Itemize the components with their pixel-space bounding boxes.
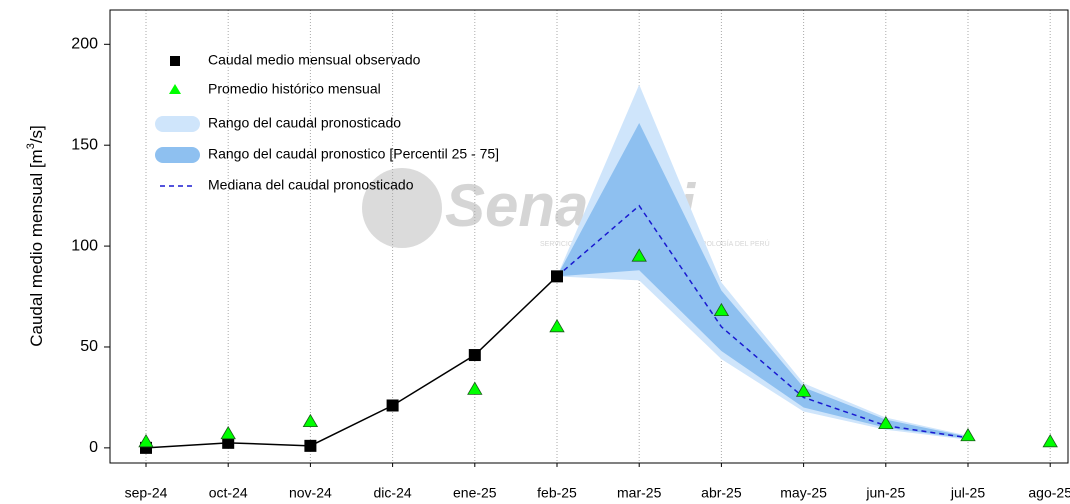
x-tick-label: ene-25 (453, 485, 497, 501)
historical-point (631, 248, 647, 262)
historical-point (713, 302, 730, 317)
legend-label: Caudal medio mensual observado (208, 52, 421, 68)
observed-point (468, 349, 481, 362)
x-tick-label: oct-24 (209, 485, 248, 501)
y-tick-label: 100 (71, 237, 98, 254)
legend-label: Rango del caudal pronosticado (208, 115, 401, 131)
watermark-logo (362, 168, 442, 248)
y-axis-label-sup: 3 (25, 143, 37, 149)
y-tick-label: 50 (80, 338, 98, 355)
y-tick-label: 150 (71, 136, 98, 153)
y-axis-label-text: Caudal medio mensual [m (27, 149, 46, 346)
historical-point (138, 434, 154, 448)
x-tick-label: dic-24 (374, 485, 412, 501)
historical-point (878, 415, 894, 430)
observed-line (145, 275, 558, 449)
observed-point (304, 439, 317, 452)
x-tick-label: jul-25 (950, 485, 985, 501)
x-tick-label: feb-25 (537, 485, 577, 501)
legend-swatch (155, 147, 200, 163)
y-tick-label: 0 (89, 439, 98, 456)
observed-point (551, 270, 563, 283)
median-line (556, 204, 969, 439)
plot-frame (109, 9, 1069, 464)
legend-swatch (170, 56, 180, 66)
historical-point (795, 383, 812, 397)
legend-swatch (155, 116, 200, 132)
legend-swatch (169, 84, 181, 94)
legend-label: Mediana del caudal pronosticado (208, 177, 414, 193)
y-axis-label: Caudal medio mensual [m3/s] (25, 125, 47, 347)
legend-label: Rango del caudal pronostico [Percentil 2… (208, 146, 499, 162)
legend-label: Promedio histórico mensual (208, 81, 381, 97)
x-tick-label: ago-25 (1028, 485, 1070, 501)
x-tick-label: sep-24 (125, 485, 168, 501)
observed-point (386, 399, 399, 412)
historical-point (220, 425, 236, 440)
x-tick-label: may-25 (780, 485, 827, 501)
x-tick-label: abr-25 (701, 485, 742, 501)
y-axis-label-after: /s] (27, 125, 46, 143)
observed-point (222, 436, 235, 449)
x-tick-label: nov-24 (289, 485, 332, 501)
x-tick-label: jun-25 (865, 485, 905, 501)
x-tick-label: mar-25 (617, 485, 662, 501)
forecast-range (557, 122, 968, 439)
historical-point (960, 427, 976, 442)
historical-point (302, 413, 319, 428)
watermark: Senamhi SERVICIO NACIONAL DE METEOROLOGÍ… (362, 168, 770, 248)
historical-point (467, 381, 483, 395)
historical-point (549, 319, 565, 333)
y-tick-label: 200 (71, 36, 98, 53)
historical-point (1042, 434, 1058, 448)
